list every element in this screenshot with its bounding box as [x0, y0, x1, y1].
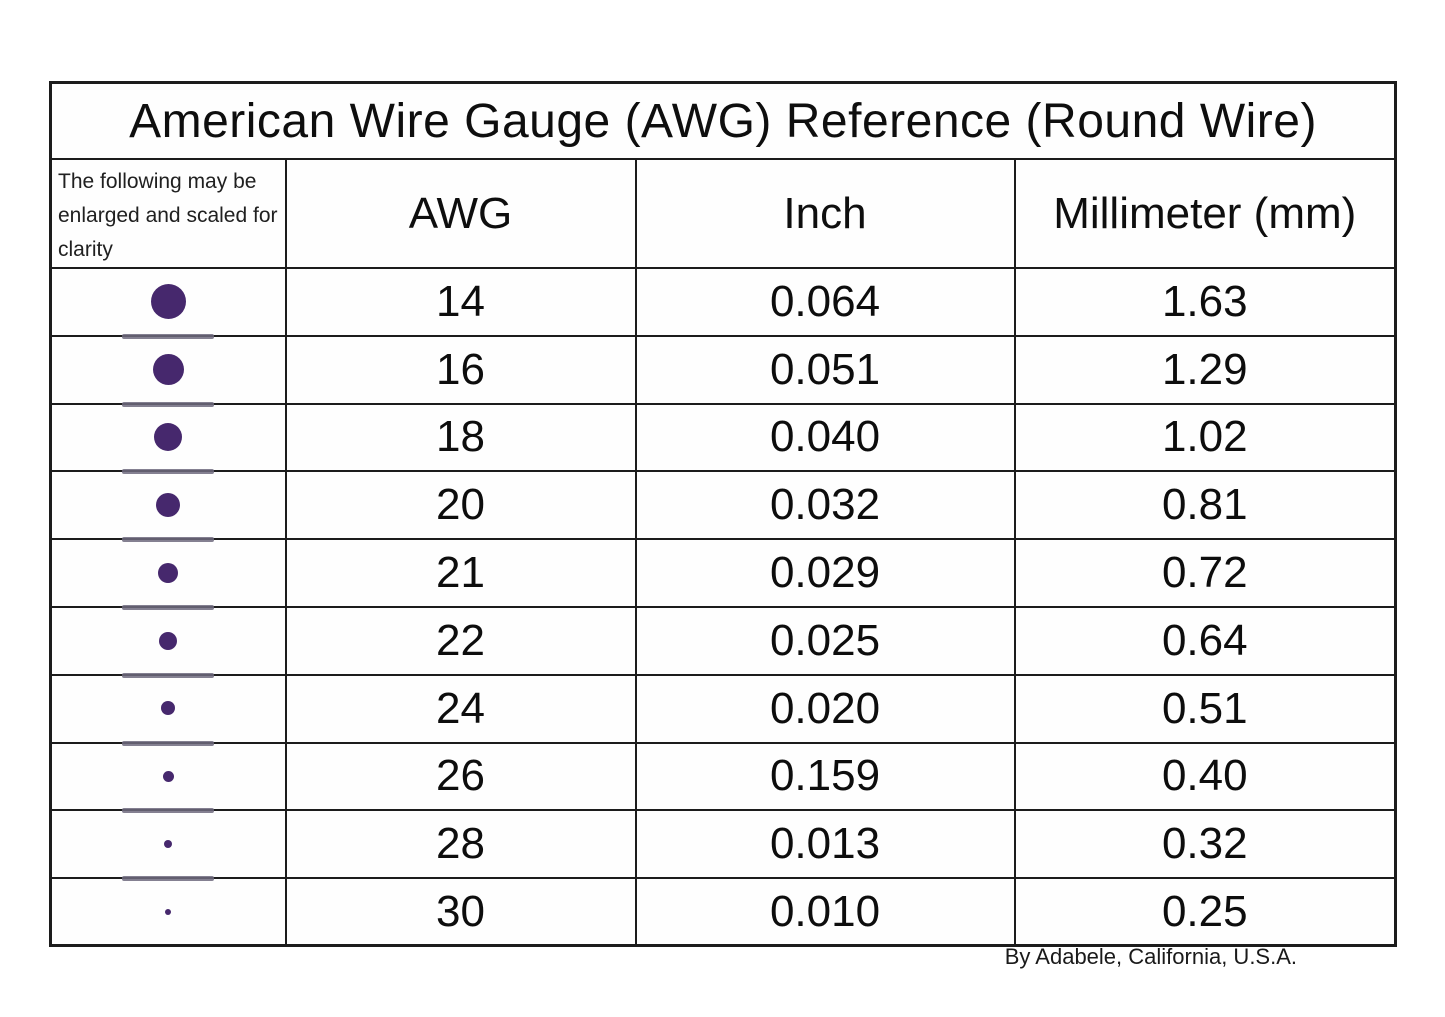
- table-row: 28 0.013 0.32: [49, 809, 1397, 882]
- awg-value: 30: [284, 877, 637, 947]
- scale-note: The following may be enlarged and scaled…: [49, 158, 287, 269]
- wire-gauge-dot-icon: [154, 423, 183, 452]
- awg-table-wrap: American Wire Gauge (AWG) Reference (Rou…: [49, 81, 1398, 948]
- wire-gauge-dot-icon: [165, 908, 172, 915]
- inch-value: 0.025: [634, 605, 1016, 676]
- millimeter-value: 0.25: [1013, 877, 1397, 947]
- awg-value: 28: [284, 809, 637, 880]
- awg-value: 24: [284, 673, 637, 744]
- inch-value: 0.010: [634, 877, 1016, 947]
- millimeter-value: 1.29: [1013, 334, 1397, 405]
- wire-size-dot-cell: [49, 877, 287, 947]
- col-header-awg: AWG: [284, 158, 637, 269]
- wire-size-dot-cell: [49, 334, 287, 407]
- table-row: 22 0.025 0.64: [49, 605, 1397, 678]
- awg-value: 21: [284, 538, 637, 608]
- dot-underline: [122, 876, 215, 882]
- dot-underline: [122, 740, 215, 746]
- table-row: 16 0.051 1.29: [49, 334, 1397, 407]
- dot-underline: [122, 672, 215, 678]
- dot-underline: [122, 808, 215, 814]
- wire-size-dot-cell: [49, 673, 287, 746]
- millimeter-value: 0.32: [1013, 809, 1397, 880]
- dot-underline: [122, 401, 215, 407]
- awg-value: 22: [284, 605, 637, 676]
- table-row: 21 0.029 0.72: [49, 538, 1397, 610]
- wire-gauge-dot-icon: [156, 493, 181, 518]
- awg-value: 26: [284, 741, 637, 812]
- table-row: 20 0.032 0.81: [49, 470, 1397, 543]
- millimeter-value: 1.02: [1013, 402, 1397, 473]
- wire-size-dot-cell: [49, 605, 287, 678]
- wire-size-dot-cell: [49, 470, 287, 543]
- header-row: The following may be enlarged and scaled…: [49, 158, 1397, 269]
- wire-size-dot-cell: [49, 741, 287, 814]
- awg-value: 16: [284, 334, 637, 405]
- wire-size-dot-cell: [49, 538, 287, 610]
- inch-value: 0.032: [634, 470, 1016, 541]
- awg-value: 14: [284, 267, 637, 337]
- inch-value: 0.040: [634, 402, 1016, 473]
- awg-value: 20: [284, 470, 637, 541]
- awg-reference-table: American Wire Gauge (AWG) Reference (Rou…: [49, 81, 1398, 948]
- table-row: 18 0.040 1.02: [49, 402, 1397, 475]
- awg-value: 18: [284, 402, 637, 473]
- wire-gauge-dot-icon: [164, 840, 173, 849]
- wire-size-dot-cell: [49, 809, 287, 882]
- inch-value: 0.020: [634, 673, 1016, 744]
- wire-gauge-dot-icon: [158, 563, 179, 584]
- title-row: American Wire Gauge (AWG) Reference (Rou…: [49, 81, 1397, 160]
- millimeter-value: 0.72: [1013, 538, 1397, 608]
- dot-underline: [122, 537, 215, 543]
- millimeter-value: 0.51: [1013, 673, 1397, 744]
- data-rows: 14 0.064 1.63 16 0.051 1.29 18 0.040 1.0…: [49, 267, 1397, 947]
- wire-gauge-dot-icon: [150, 284, 186, 320]
- col-header-inch: Inch: [634, 158, 1016, 269]
- wire-size-dot-cell: [49, 267, 287, 339]
- dot-underline: [122, 469, 215, 475]
- dot-underline: [122, 604, 215, 610]
- inch-value: 0.064: [634, 267, 1016, 337]
- table-row: 14 0.064 1.63: [49, 267, 1397, 339]
- wire-gauge-dot-icon: [161, 701, 176, 716]
- wire-gauge-dot-icon: [152, 354, 184, 386]
- attribution-text: By Adabele, California, U.S.A.: [1004, 944, 1297, 969]
- table-row: 30 0.010 0.25: [49, 877, 1397, 947]
- wire-gauge-dot-icon: [162, 770, 174, 782]
- wire-gauge-dot-icon: [159, 631, 178, 650]
- inch-value: 0.013: [634, 809, 1016, 880]
- col-header-millimeter: Millimeter (mm): [1013, 158, 1397, 269]
- inch-value: 0.159: [634, 741, 1016, 812]
- millimeter-value: 0.40: [1013, 741, 1397, 812]
- table-row: 26 0.159 0.40: [49, 741, 1397, 814]
- wire-size-dot-cell: [49, 402, 287, 475]
- table-row: 24 0.020 0.51: [49, 673, 1397, 746]
- table-title: American Wire Gauge (AWG) Reference (Rou…: [49, 81, 1397, 160]
- inch-value: 0.051: [634, 334, 1016, 405]
- dot-underline: [122, 333, 215, 339]
- millimeter-value: 1.63: [1013, 267, 1397, 337]
- millimeter-value: 0.81: [1013, 470, 1397, 541]
- millimeter-value: 0.64: [1013, 605, 1397, 676]
- inch-value: 0.029: [634, 538, 1016, 608]
